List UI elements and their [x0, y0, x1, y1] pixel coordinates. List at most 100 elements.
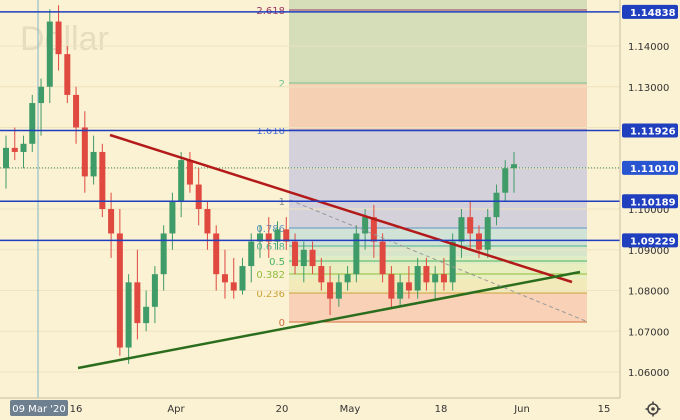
- candle-body: [99, 151, 106, 209]
- fib-level-label: 0.382: [256, 270, 285, 281]
- fib-level-label: 0.618: [256, 242, 285, 253]
- time-tick-label: May: [340, 404, 361, 415]
- candle-body: [370, 217, 377, 242]
- candle-body: [309, 249, 316, 267]
- candle-body: [440, 274, 447, 283]
- fib-level-label: 0: [279, 318, 285, 329]
- fib-level-label: 0.236: [256, 289, 285, 300]
- candle-body: [55, 21, 62, 55]
- candle-body: [213, 233, 220, 275]
- candle-body: [186, 160, 193, 185]
- candle-body: [397, 282, 404, 299]
- candle-body: [29, 103, 36, 144]
- time-axis[interactable]: [0, 398, 680, 420]
- candle-body: [160, 233, 167, 275]
- time-tick-label: Apr: [167, 404, 185, 415]
- price-tag-box: [622, 233, 678, 248]
- candle-body: [414, 266, 421, 291]
- horizontal-levels[interactable]: [0, 11, 620, 242]
- candle-body: [125, 282, 132, 348]
- candle-body: [344, 274, 351, 283]
- candle-body: [405, 282, 412, 291]
- price-tick-label: 1.14000: [628, 42, 669, 53]
- fib-band: [289, 264, 587, 279]
- time-tick-label: 16: [70, 404, 83, 415]
- price-tick-label: 1.10000: [628, 205, 669, 216]
- candle-body: [195, 184, 202, 209]
- candle-body: [318, 266, 325, 283]
- price-tag-label: 1.10189: [630, 197, 676, 208]
- price-tag-label: 1.09229: [630, 236, 676, 247]
- candle-body: [64, 54, 71, 95]
- candle-body: [20, 143, 27, 152]
- candle-body: [230, 282, 237, 291]
- fib-band: [289, 246, 587, 256]
- candle-body: [362, 217, 369, 234]
- candle-body: [493, 192, 500, 218]
- candle-body: [204, 209, 211, 234]
- candle-body: [265, 233, 272, 242]
- price-tag-label: 1.14838: [630, 8, 676, 19]
- candle-body: [108, 209, 115, 234]
- fib-band: [289, 130, 587, 201]
- candle-body: [46, 21, 53, 87]
- resistance-trendline[interactable]: [109, 133, 573, 284]
- fib-level-label: 0.5: [269, 257, 285, 268]
- candle-body: [335, 282, 342, 299]
- fib-level-label: 2: [279, 79, 285, 90]
- candle-body: [143, 306, 150, 324]
- fib-band: [289, 293, 587, 322]
- chart-title-watermark: Dollar: [20, 20, 109, 58]
- fib-band: [289, 228, 587, 246]
- candle-body: [283, 229, 290, 242]
- candle-body: [475, 233, 482, 250]
- candle-body: [134, 282, 141, 324]
- candle-body: [484, 217, 491, 250]
- candle-body: [248, 241, 255, 267]
- price-tick-label: 1.08000: [628, 287, 669, 298]
- support-trendline[interactable]: [77, 270, 581, 370]
- candle-body: [467, 217, 474, 234]
- fib-band: [289, 0, 587, 10]
- price-axis-ticks: 1.140001.130001.120001.110001.100001.090…: [628, 42, 669, 379]
- candle-body: [432, 274, 439, 283]
- candle-body: [511, 164, 517, 169]
- time-axis-ticks: 16 Apr 20 May 18 Jun 15 09 Mar '20: [10, 400, 610, 416]
- candle-body: [239, 266, 246, 291]
- candle-body: [300, 249, 307, 267]
- candle-body: [178, 160, 185, 201]
- fib-level-label: 1: [279, 197, 285, 208]
- candle-body: [449, 241, 456, 283]
- projection-dashed-line: [289, 199, 589, 323]
- candle-body: [73, 94, 80, 128]
- candle-body: [116, 233, 123, 348]
- candle-body: [274, 229, 281, 242]
- settings-gear-icon[interactable]: [645, 401, 661, 417]
- time-tick-label: 20: [276, 404, 289, 415]
- price-tick-label: 1.09000: [628, 246, 669, 257]
- time-tick-label: Jun: [513, 404, 530, 415]
- cursor-date-label: 09 Mar '20: [12, 404, 65, 415]
- price-tag-box: [622, 160, 678, 175]
- price-tags: 1.14838 1.11926 1.11010 1.10189 1.09229: [622, 4, 678, 248]
- fib-level-label: 1.618: [256, 126, 285, 137]
- candle-body: [38, 86, 45, 104]
- trendlines[interactable]: [37, 0, 589, 398]
- candlestick-series: [3, 5, 517, 364]
- candle-body: [458, 217, 465, 242]
- candle-body: [81, 127, 88, 177]
- price-tag-box: [622, 4, 678, 19]
- candle-body: [221, 274, 228, 283]
- candle-body: [327, 282, 334, 299]
- price-tag-label: 1.11010: [630, 164, 676, 175]
- candle-body: [169, 200, 176, 234]
- candle-body: [353, 233, 360, 275]
- price-tick-label: 1.13000: [628, 83, 669, 94]
- candle-body: [379, 241, 386, 275]
- candle-body: [3, 147, 9, 169]
- candle-body: [502, 168, 509, 193]
- price-tick-label: 1.06000: [628, 368, 669, 379]
